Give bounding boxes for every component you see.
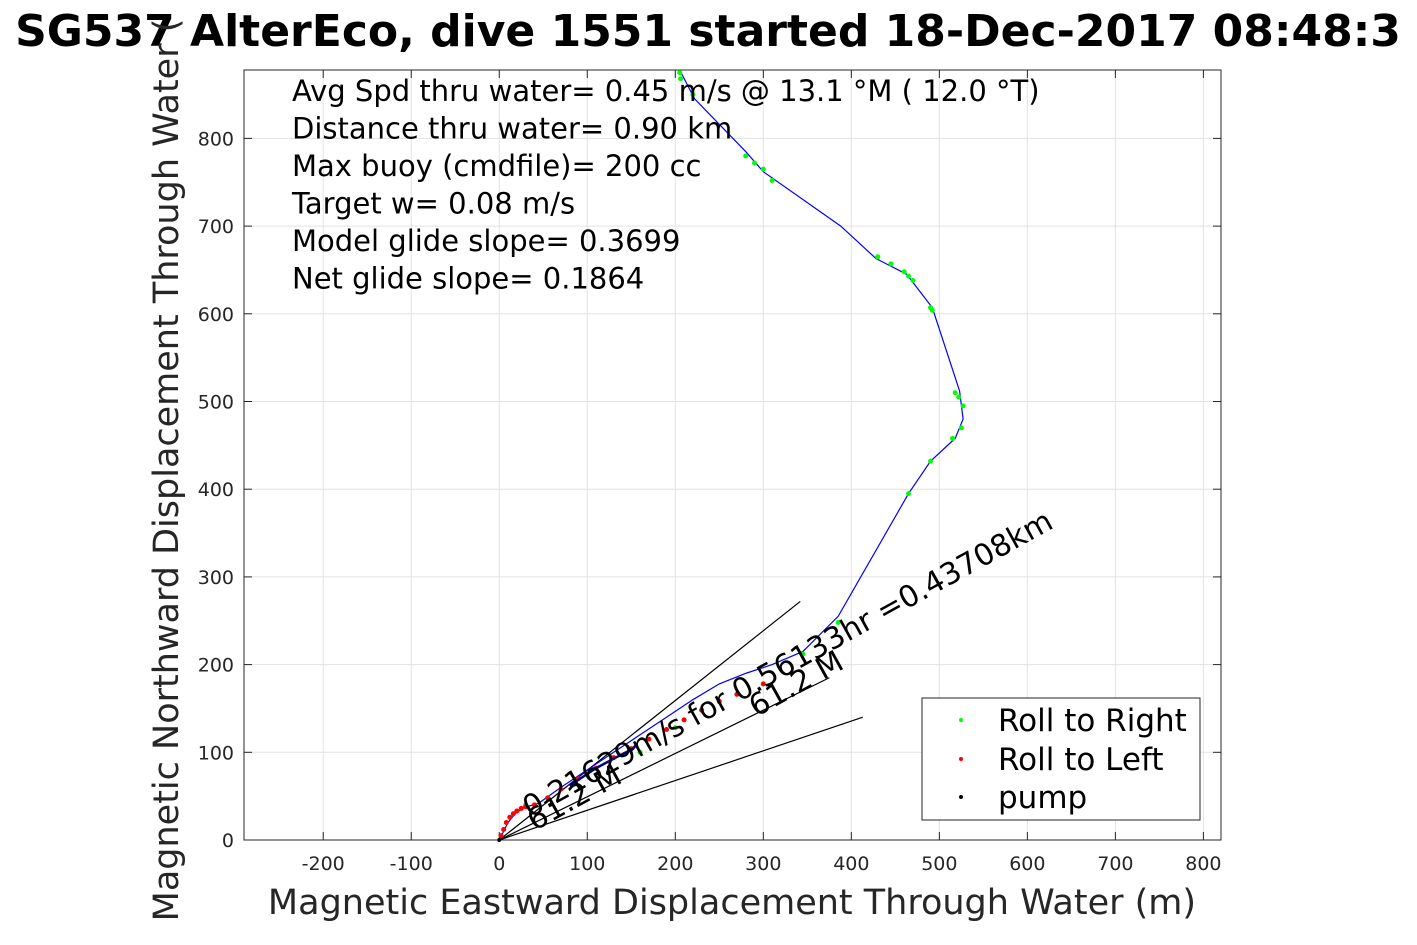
series-point <box>503 819 509 825</box>
annotation-line: Model glide slope= 0.3699 <box>292 224 680 258</box>
series-line <box>568 744 637 787</box>
reference-line <box>498 677 830 841</box>
legend-marker-pump <box>959 795 963 799</box>
y-tick-label: 500 <box>198 392 234 414</box>
y-tick-label: 0 <box>222 830 234 852</box>
series-point <box>835 620 841 626</box>
y-tick-label: 800 <box>198 128 234 150</box>
series-point <box>950 435 956 441</box>
x-tick-label: -200 <box>302 853 345 875</box>
series-point <box>734 691 740 697</box>
series-point <box>518 805 524 811</box>
legend-entry-roll-right: Roll to Right <box>998 703 1187 739</box>
series-point <box>888 261 894 267</box>
y-tick-label: 300 <box>198 567 234 589</box>
x-tick-label: 300 <box>745 853 781 875</box>
x-tick-label: 100 <box>569 853 605 875</box>
series-point <box>514 808 520 814</box>
y-tick-label: 400 <box>198 479 234 501</box>
chart-title: SG537 AlterEco, dive 1551 started 18-Dec… <box>15 6 1401 57</box>
y-tick-label: 700 <box>198 216 234 238</box>
series-point <box>952 390 958 396</box>
series-point <box>716 698 722 704</box>
x-tick-label: 700 <box>1097 853 1133 875</box>
y-ticks: 0 100 200 300 400 500 600 700 800 <box>198 128 1221 852</box>
x-tick-label: 800 <box>1185 853 1221 875</box>
x-tick-label: 200 <box>657 853 693 875</box>
x-tick-label: 500 <box>921 853 957 875</box>
series <box>497 69 966 842</box>
series-point <box>545 795 551 801</box>
annotation-line: Distance thru water= 0.90 km <box>292 112 732 146</box>
series-point <box>672 725 678 731</box>
series-point <box>637 749 643 755</box>
series-point <box>678 76 684 82</box>
series-point <box>760 166 766 172</box>
series-point <box>743 153 749 159</box>
series-point <box>928 458 934 464</box>
series-point <box>690 92 696 98</box>
legend-box <box>921 697 1201 821</box>
series-point <box>958 425 964 431</box>
reference-line <box>498 600 801 841</box>
x-tick-label: 600 <box>1009 853 1045 875</box>
y-tick-label: 200 <box>198 655 234 677</box>
series-point <box>760 681 766 687</box>
series-point <box>677 70 683 76</box>
y-axis-label: Magnetic Northward Displacement Through … <box>147 19 187 922</box>
series-point <box>663 726 669 732</box>
series-point <box>875 254 881 260</box>
legend-marker-roll-right <box>959 718 963 722</box>
annotations: Avg Spd thru water= 0.45 m/s @ 13.1 °M (… <box>291 74 1040 296</box>
x-axis-label: Magnetic Eastward Displacement Through W… <box>268 883 1196 923</box>
x-tick-label: 400 <box>833 853 869 875</box>
x-ticks: -200 -100 0 100 200 300 400 500 600 700 800 <box>302 70 1222 875</box>
annotation-line: Net glide slope= 0.1864 <box>292 262 644 296</box>
series-point <box>646 736 652 742</box>
series-point <box>752 160 758 166</box>
y-tick-label: 100 <box>198 742 234 764</box>
series-point <box>800 651 806 657</box>
legend: Roll to Right Roll to Left pump <box>921 697 1201 821</box>
series-point <box>558 786 564 792</box>
legend-marker-roll-left <box>959 757 963 761</box>
series-point <box>901 269 907 275</box>
series-point <box>531 802 537 808</box>
series-point <box>510 811 516 817</box>
reference-lines <box>498 600 863 841</box>
series-point <box>681 717 687 723</box>
annotation-line: Target w= 0.08 m/s <box>291 187 575 221</box>
series-point <box>929 307 935 313</box>
series-point <box>497 838 502 842</box>
x-tick-label: -100 <box>390 853 433 875</box>
annotation-line: Avg Spd thru water= 0.45 m/s @ 13.1 °M (… <box>292 74 1040 108</box>
series-point <box>956 394 962 400</box>
series-point <box>523 804 529 810</box>
annotation-line: Max buoy (cmdfile)= 200 cc <box>292 149 701 183</box>
series-point <box>699 707 705 713</box>
y-tick-label: 600 <box>198 304 234 326</box>
series-line <box>498 69 964 841</box>
series-point <box>507 814 513 820</box>
series-point <box>960 403 966 409</box>
series-point <box>501 826 507 832</box>
series-point <box>906 273 912 279</box>
reference-line <box>499 716 863 841</box>
legend-entry-roll-left: Roll to Left <box>998 742 1164 778</box>
x-tick-label: 0 <box>493 853 505 875</box>
series-point <box>498 833 504 839</box>
series-point <box>910 277 916 283</box>
series-point <box>906 491 912 497</box>
legend-entry-pump: pump <box>998 780 1087 816</box>
series-point <box>769 178 775 184</box>
axes-box <box>243 69 1222 841</box>
